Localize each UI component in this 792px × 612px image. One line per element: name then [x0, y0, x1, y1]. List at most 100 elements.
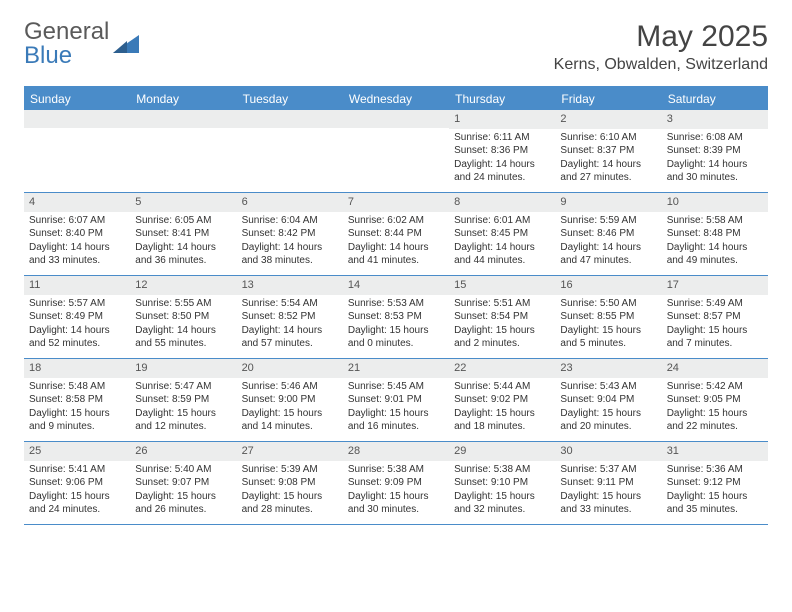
- day-details: Sunrise: 5:43 AMSunset: 9:04 PMDaylight:…: [555, 378, 661, 438]
- day-details: Sunrise: 5:53 AMSunset: 8:53 PMDaylight:…: [343, 295, 449, 355]
- sunrise-text: Sunrise: 5:46 AM: [242, 380, 338, 394]
- day-number: 12: [130, 276, 236, 295]
- sunset-text: Sunset: 8:39 PM: [667, 144, 763, 158]
- day-number: 20: [237, 359, 343, 378]
- daylight-text: Daylight: 14 hours and 41 minutes.: [348, 241, 444, 268]
- sunrise-text: Sunrise: 5:48 AM: [29, 380, 125, 394]
- sunset-text: Sunset: 8:41 PM: [135, 227, 231, 241]
- sunset-text: Sunset: 8:50 PM: [135, 310, 231, 324]
- sunrise-text: Sunrise: 5:47 AM: [135, 380, 231, 394]
- brand-text: General Blue: [24, 20, 109, 68]
- day-number: 2: [555, 110, 661, 129]
- sunrise-text: Sunrise: 5:42 AM: [667, 380, 763, 394]
- sunset-text: Sunset: 9:02 PM: [454, 393, 550, 407]
- sunset-text: Sunset: 9:10 PM: [454, 476, 550, 490]
- day-details: Sunrise: 5:48 AMSunset: 8:58 PMDaylight:…: [24, 378, 130, 438]
- day-details: Sunrise: 5:47 AMSunset: 8:59 PMDaylight:…: [130, 378, 236, 438]
- day-details: Sunrise: 5:50 AMSunset: 8:55 PMDaylight:…: [555, 295, 661, 355]
- calendar-week: 4Sunrise: 6:07 AMSunset: 8:40 PMDaylight…: [24, 193, 768, 276]
- sunrise-text: Sunrise: 5:45 AM: [348, 380, 444, 394]
- weekday-header: Friday: [555, 88, 661, 110]
- calendar-day: 8Sunrise: 6:01 AMSunset: 8:45 PMDaylight…: [449, 193, 555, 275]
- day-number: [237, 110, 343, 128]
- daylight-text: Daylight: 15 hours and 0 minutes.: [348, 324, 444, 351]
- day-details: [24, 128, 130, 134]
- calendar-day: 6Sunrise: 6:04 AMSunset: 8:42 PMDaylight…: [237, 193, 343, 275]
- calendar: Sunday Monday Tuesday Wednesday Thursday…: [24, 86, 768, 525]
- sunrise-text: Sunrise: 5:51 AM: [454, 297, 550, 311]
- calendar-day: 31Sunrise: 5:36 AMSunset: 9:12 PMDayligh…: [662, 442, 768, 524]
- daylight-text: Daylight: 15 hours and 20 minutes.: [560, 407, 656, 434]
- brand-part1: General: [24, 18, 109, 45]
- calendar-day: 30Sunrise: 5:37 AMSunset: 9:11 PMDayligh…: [555, 442, 661, 524]
- calendar-day: 7Sunrise: 6:02 AMSunset: 8:44 PMDaylight…: [343, 193, 449, 275]
- sunrise-text: Sunrise: 6:04 AM: [242, 214, 338, 228]
- daylight-text: Daylight: 15 hours and 35 minutes.: [667, 490, 763, 517]
- calendar-day: 24Sunrise: 5:42 AMSunset: 9:05 PMDayligh…: [662, 359, 768, 441]
- sunset-text: Sunset: 9:07 PM: [135, 476, 231, 490]
- triangle-icon: [113, 31, 139, 58]
- day-number: 23: [555, 359, 661, 378]
- daylight-text: Daylight: 14 hours and 52 minutes.: [29, 324, 125, 351]
- sunset-text: Sunset: 8:59 PM: [135, 393, 231, 407]
- calendar-day: 5Sunrise: 6:05 AMSunset: 8:41 PMDaylight…: [130, 193, 236, 275]
- calendar-day: 15Sunrise: 5:51 AMSunset: 8:54 PMDayligh…: [449, 276, 555, 358]
- day-details: Sunrise: 5:54 AMSunset: 8:52 PMDaylight:…: [237, 295, 343, 355]
- sunset-text: Sunset: 9:05 PM: [667, 393, 763, 407]
- sunset-text: Sunset: 8:40 PM: [29, 227, 125, 241]
- calendar-day: 21Sunrise: 5:45 AMSunset: 9:01 PMDayligh…: [343, 359, 449, 441]
- daylight-text: Daylight: 14 hours and 44 minutes.: [454, 241, 550, 268]
- day-number: 25: [24, 442, 130, 461]
- sunrise-text: Sunrise: 6:01 AM: [454, 214, 550, 228]
- sunset-text: Sunset: 8:49 PM: [29, 310, 125, 324]
- weekday-header: Monday: [130, 88, 236, 110]
- weekday-row: Sunday Monday Tuesday Wednesday Thursday…: [24, 88, 768, 110]
- sunrise-text: Sunrise: 5:57 AM: [29, 297, 125, 311]
- day-number: 1: [449, 110, 555, 129]
- sunset-text: Sunset: 8:37 PM: [560, 144, 656, 158]
- weekday-header: Tuesday: [237, 88, 343, 110]
- day-details: Sunrise: 5:37 AMSunset: 9:11 PMDaylight:…: [555, 461, 661, 521]
- daylight-text: Daylight: 15 hours and 12 minutes.: [135, 407, 231, 434]
- day-number: 24: [662, 359, 768, 378]
- day-details: Sunrise: 5:42 AMSunset: 9:05 PMDaylight:…: [662, 378, 768, 438]
- daylight-text: Daylight: 14 hours and 38 minutes.: [242, 241, 338, 268]
- sunset-text: Sunset: 9:12 PM: [667, 476, 763, 490]
- sunrise-text: Sunrise: 6:08 AM: [667, 131, 763, 145]
- day-details: [343, 128, 449, 134]
- calendar-day: 28Sunrise: 5:38 AMSunset: 9:09 PMDayligh…: [343, 442, 449, 524]
- sunrise-text: Sunrise: 5:38 AM: [348, 463, 444, 477]
- daylight-text: Daylight: 14 hours and 33 minutes.: [29, 241, 125, 268]
- sunset-text: Sunset: 8:55 PM: [560, 310, 656, 324]
- sunset-text: Sunset: 9:11 PM: [560, 476, 656, 490]
- calendar-day: 23Sunrise: 5:43 AMSunset: 9:04 PMDayligh…: [555, 359, 661, 441]
- sunrise-text: Sunrise: 5:43 AM: [560, 380, 656, 394]
- calendar-day: [24, 110, 130, 192]
- calendar-day: 29Sunrise: 5:38 AMSunset: 9:10 PMDayligh…: [449, 442, 555, 524]
- calendar-day: 9Sunrise: 5:59 AMSunset: 8:46 PMDaylight…: [555, 193, 661, 275]
- day-number: 26: [130, 442, 236, 461]
- daylight-text: Daylight: 15 hours and 22 minutes.: [667, 407, 763, 434]
- daylight-text: Daylight: 14 hours and 24 minutes.: [454, 158, 550, 185]
- day-number: 18: [24, 359, 130, 378]
- sunrise-text: Sunrise: 6:05 AM: [135, 214, 231, 228]
- day-details: Sunrise: 6:05 AMSunset: 8:41 PMDaylight:…: [130, 212, 236, 272]
- day-number: 13: [237, 276, 343, 295]
- daylight-text: Daylight: 14 hours and 36 minutes.: [135, 241, 231, 268]
- calendar-day: 11Sunrise: 5:57 AMSunset: 8:49 PMDayligh…: [24, 276, 130, 358]
- brand-logo: General Blue: [24, 20, 139, 68]
- sunrise-text: Sunrise: 6:10 AM: [560, 131, 656, 145]
- sunrise-text: Sunrise: 5:44 AM: [454, 380, 550, 394]
- calendar-day: 2Sunrise: 6:10 AMSunset: 8:37 PMDaylight…: [555, 110, 661, 192]
- calendar-day: [130, 110, 236, 192]
- daylight-text: Daylight: 15 hours and 24 minutes.: [29, 490, 125, 517]
- day-number: [24, 110, 130, 128]
- calendar-day: 14Sunrise: 5:53 AMSunset: 8:53 PMDayligh…: [343, 276, 449, 358]
- day-details: Sunrise: 6:04 AMSunset: 8:42 PMDaylight:…: [237, 212, 343, 272]
- day-details: Sunrise: 5:55 AMSunset: 8:50 PMDaylight:…: [130, 295, 236, 355]
- title-block: May 2025 Kerns, Obwalden, Switzerland: [554, 20, 768, 74]
- sunset-text: Sunset: 8:58 PM: [29, 393, 125, 407]
- sunset-text: Sunset: 9:04 PM: [560, 393, 656, 407]
- day-number: 7: [343, 193, 449, 212]
- calendar-day: 16Sunrise: 5:50 AMSunset: 8:55 PMDayligh…: [555, 276, 661, 358]
